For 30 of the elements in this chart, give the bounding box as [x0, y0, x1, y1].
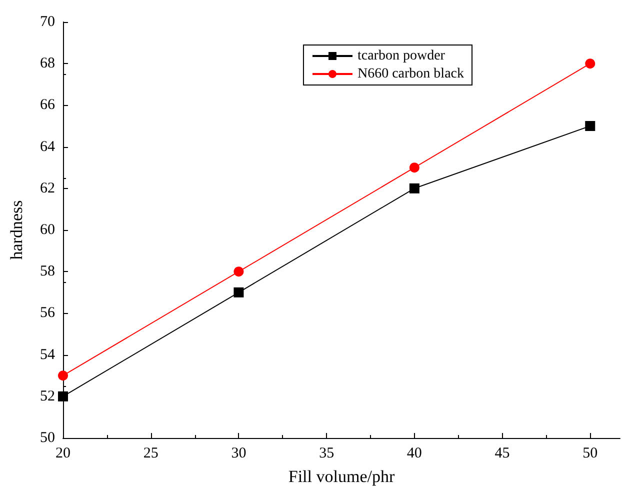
point: [409, 162, 420, 173]
point: [234, 287, 244, 298]
y-tick-label: 50: [40, 430, 55, 446]
legend-label: N660 carbon black: [357, 66, 464, 82]
x-tick-label: 35: [319, 446, 334, 462]
y-tick-label: 52: [40, 388, 55, 404]
x-tick-label: 30: [231, 446, 246, 462]
y-tick-label: 60: [40, 222, 55, 238]
x-axis-title: Fill volume/phr: [288, 467, 395, 486]
point: [585, 121, 596, 131]
point: [58, 370, 68, 381]
x-tick-label: 45: [494, 446, 510, 462]
y-tick-label: 62: [40, 180, 55, 196]
point: [234, 266, 244, 277]
x-tick-label: 25: [143, 446, 158, 462]
x-tick-label: 50: [582, 446, 598, 462]
y-tick-label: 56: [40, 305, 56, 322]
y-tick-label: 66: [40, 97, 56, 114]
x-tick-label: 40: [406, 446, 422, 462]
legend-label: tcarbon powder: [357, 48, 446, 64]
point: [58, 391, 68, 402]
y-axis-title: hardness: [7, 200, 26, 260]
x-tick-label: 20: [56, 446, 70, 462]
y-tick-label: 64: [40, 138, 56, 155]
y-tick-label: 58: [40, 264, 55, 280]
y-tick-label: 70: [40, 14, 55, 30]
y-tick-label: 54: [40, 346, 56, 363]
y-tick-label: 68: [40, 56, 55, 72]
point: [585, 58, 596, 69]
point: [409, 183, 420, 194]
